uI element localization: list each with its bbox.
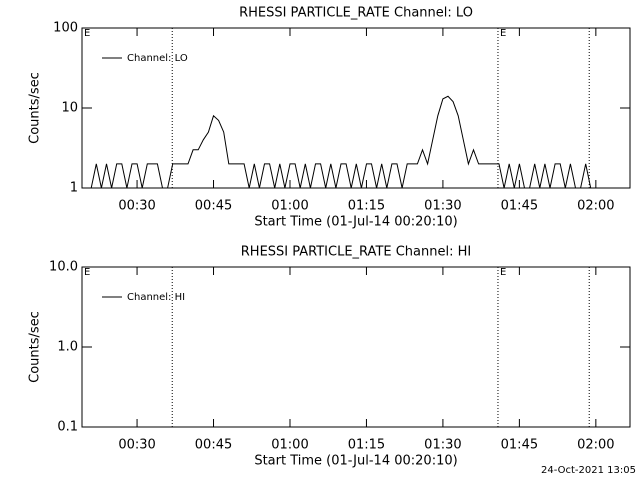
- y-tick-label: 1.0: [57, 340, 78, 355]
- annotation: E: [84, 28, 90, 39]
- legend-label: Channel: LO: [127, 53, 188, 64]
- y-tick-label: 0.1: [57, 420, 78, 435]
- x-tick-label: 01:30: [424, 199, 461, 214]
- x-tick-label: 01:45: [501, 199, 538, 214]
- x-tick-label: 01:15: [348, 438, 385, 453]
- x-tick-label: 01:00: [271, 438, 308, 453]
- x-tick-label: 00:30: [118, 438, 155, 453]
- y-tick-label: 100: [53, 21, 78, 36]
- data-line: [90, 95, 592, 189]
- x-axis-label: Start Time (01-Jul-14 00:20:10): [254, 454, 457, 469]
- x-tick-label: 00:45: [195, 199, 232, 214]
- x-tick-label: 00:45: [195, 438, 232, 453]
- annotation: E: [84, 267, 90, 278]
- y-tick-label: 10.0: [49, 260, 78, 275]
- x-tick-label: 02:00: [577, 199, 614, 214]
- y-axis-label: Counts/sec: [28, 72, 43, 144]
- x-tick-label: 02:00: [577, 438, 614, 453]
- x-tick-label: 00:30: [118, 199, 155, 214]
- x-tick-label: 01:30: [424, 438, 461, 453]
- annotation: E: [500, 28, 506, 39]
- footer: 24-Oct-2021 13:05: [541, 465, 636, 476]
- y-axis-label: Counts/sec: [28, 311, 43, 383]
- chart-title: RHESSI PARTICLE_RATE Channel: LO: [239, 6, 473, 21]
- x-axis-label: Start Time (01-Jul-14 00:20:10): [254, 215, 457, 230]
- x-tick-label: 01:15: [348, 199, 385, 214]
- x-tick-label: 01:00: [271, 199, 308, 214]
- y-tick-label: 1: [70, 181, 78, 196]
- y-tick-label: 10: [61, 101, 78, 116]
- annotation: E: [500, 267, 506, 278]
- x-tick-label: 01:45: [501, 438, 538, 453]
- chart-title: RHESSI PARTICLE_RATE Channel: HI: [241, 245, 471, 260]
- legend-label: Channel: HI: [127, 292, 185, 303]
